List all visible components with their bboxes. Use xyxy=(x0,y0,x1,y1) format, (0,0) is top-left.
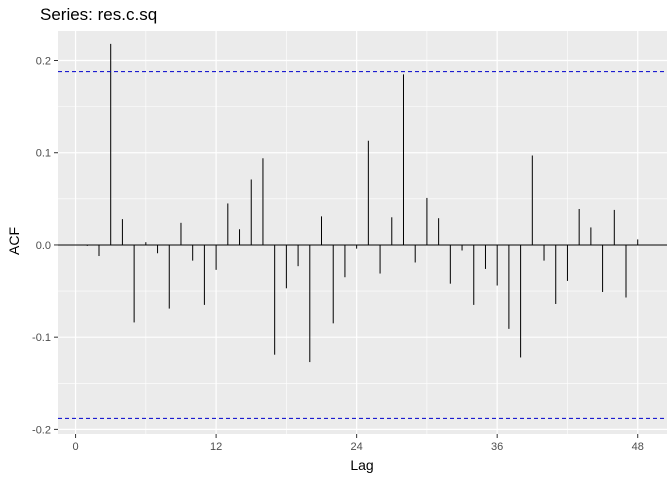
x-axis-ticks: 0 12 24 36 48 xyxy=(73,434,644,453)
x-tick-label: 48 xyxy=(632,441,644,453)
chart-title: Series: res.c.sq xyxy=(40,5,158,24)
y-tick-label: 0.0 xyxy=(36,240,51,252)
x-tick-label: 12 xyxy=(210,441,222,453)
y-axis-ticks: -0.2 -0.1 0.0 0.1 0.2 xyxy=(32,56,58,436)
y-tick-label: 0.2 xyxy=(36,56,51,68)
y-tick-label: 0.1 xyxy=(36,148,51,160)
minor-gridlines xyxy=(58,31,667,434)
y-tick-label: -0.2 xyxy=(32,424,51,436)
confidence-bounds xyxy=(58,71,667,419)
plot-panel xyxy=(58,31,667,434)
y-axis-title: ACF xyxy=(6,227,22,255)
x-tick-label: 36 xyxy=(491,441,503,453)
acf-bars xyxy=(86,43,639,363)
x-tick-label: 24 xyxy=(351,441,363,453)
x-axis-title: Lag xyxy=(350,457,373,473)
x-tick-label: 0 xyxy=(73,441,79,453)
y-tick-label: -0.1 xyxy=(32,332,51,344)
